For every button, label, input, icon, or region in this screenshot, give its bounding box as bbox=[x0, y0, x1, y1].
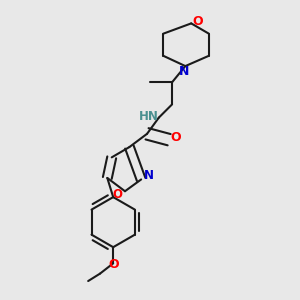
Text: N: N bbox=[179, 65, 189, 78]
Text: O: O bbox=[112, 188, 123, 201]
Text: O: O bbox=[192, 15, 203, 28]
Text: O: O bbox=[108, 258, 119, 271]
Text: N: N bbox=[143, 169, 154, 182]
Text: HN: HN bbox=[139, 110, 158, 123]
Text: O: O bbox=[170, 131, 181, 144]
